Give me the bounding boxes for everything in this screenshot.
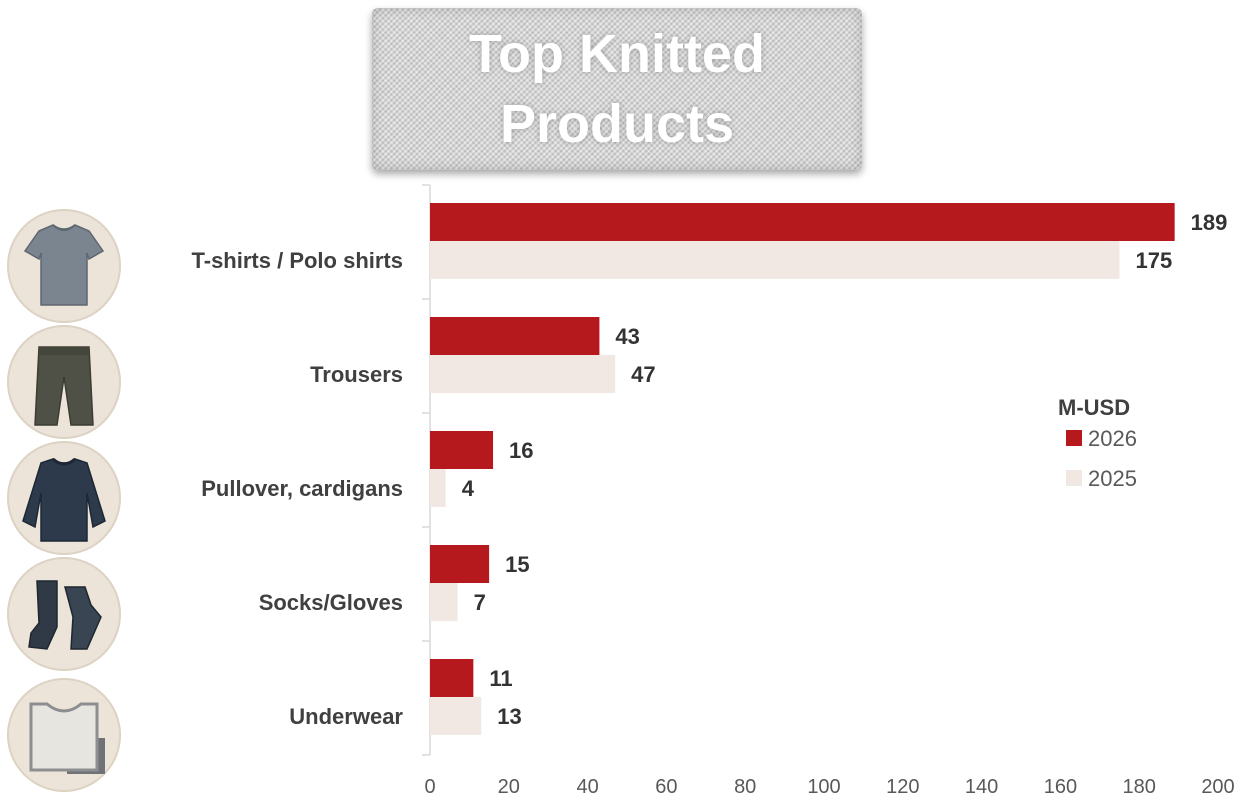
x-tick-label: 40 [576,776,598,796]
trousers-illustration [34,346,94,426]
x-tick-label: 120 [886,776,919,796]
data-label: 4 [462,476,475,501]
underwear-illustration [29,702,105,774]
t-shirt-illustration [23,224,105,306]
x-tick-label: 60 [655,776,677,796]
category-label: Underwear [289,704,403,729]
t-shirt-icon [7,209,121,323]
category-label: Pullover, cardigans [201,476,403,501]
bar-2026 [430,545,490,583]
x-tick-label: 100 [807,776,840,796]
bar-2026 [430,203,1175,241]
bar-2026 [430,659,474,697]
data-label: 16 [509,438,533,463]
data-label: 43 [615,324,639,349]
bar-2026 [430,431,494,469]
category-label: Socks/Gloves [259,590,403,615]
data-label: 7 [474,590,486,615]
x-tick-label: 0 [424,776,435,796]
socks-illustration [28,580,102,650]
data-label: 11 [489,666,512,691]
category-label: Trousers [310,362,403,387]
bar-2025 [430,355,616,393]
sweater-icon [7,441,121,555]
x-tick-label: 200 [1201,776,1234,796]
x-tick-label: 140 [965,776,998,796]
legend-swatch-2026 [1066,430,1082,446]
category-label: T-shirts / Polo shirts [192,248,403,273]
data-label: 15 [505,552,529,577]
chart-title-box: Top Knitted Products [372,8,862,170]
sweater-illustration [22,457,106,542]
bar-2025 [430,697,482,735]
data-label: 13 [497,704,521,729]
trousers-icon [7,325,121,439]
legend-label: 2026 [1088,426,1137,451]
bar-2025 [430,469,446,507]
bar-2025 [430,583,458,621]
data-label: 175 [1136,248,1173,273]
data-label: 47 [631,362,655,387]
chart-title: Top Knitted Products [469,24,765,154]
x-tick-label: 80 [734,776,756,796]
legend-label: 2025 [1088,466,1137,491]
x-tick-label: 180 [1123,776,1156,796]
legend-title: M-USD [1058,395,1130,420]
bar-2026 [430,317,600,355]
underwear-icon [7,678,121,792]
socks-icon [7,557,121,671]
x-tick-label: 20 [498,776,520,796]
data-label: 189 [1191,210,1228,235]
legend-swatch-2025 [1066,470,1082,486]
bar-2025 [430,241,1120,279]
x-tick-label: 160 [1044,776,1077,796]
